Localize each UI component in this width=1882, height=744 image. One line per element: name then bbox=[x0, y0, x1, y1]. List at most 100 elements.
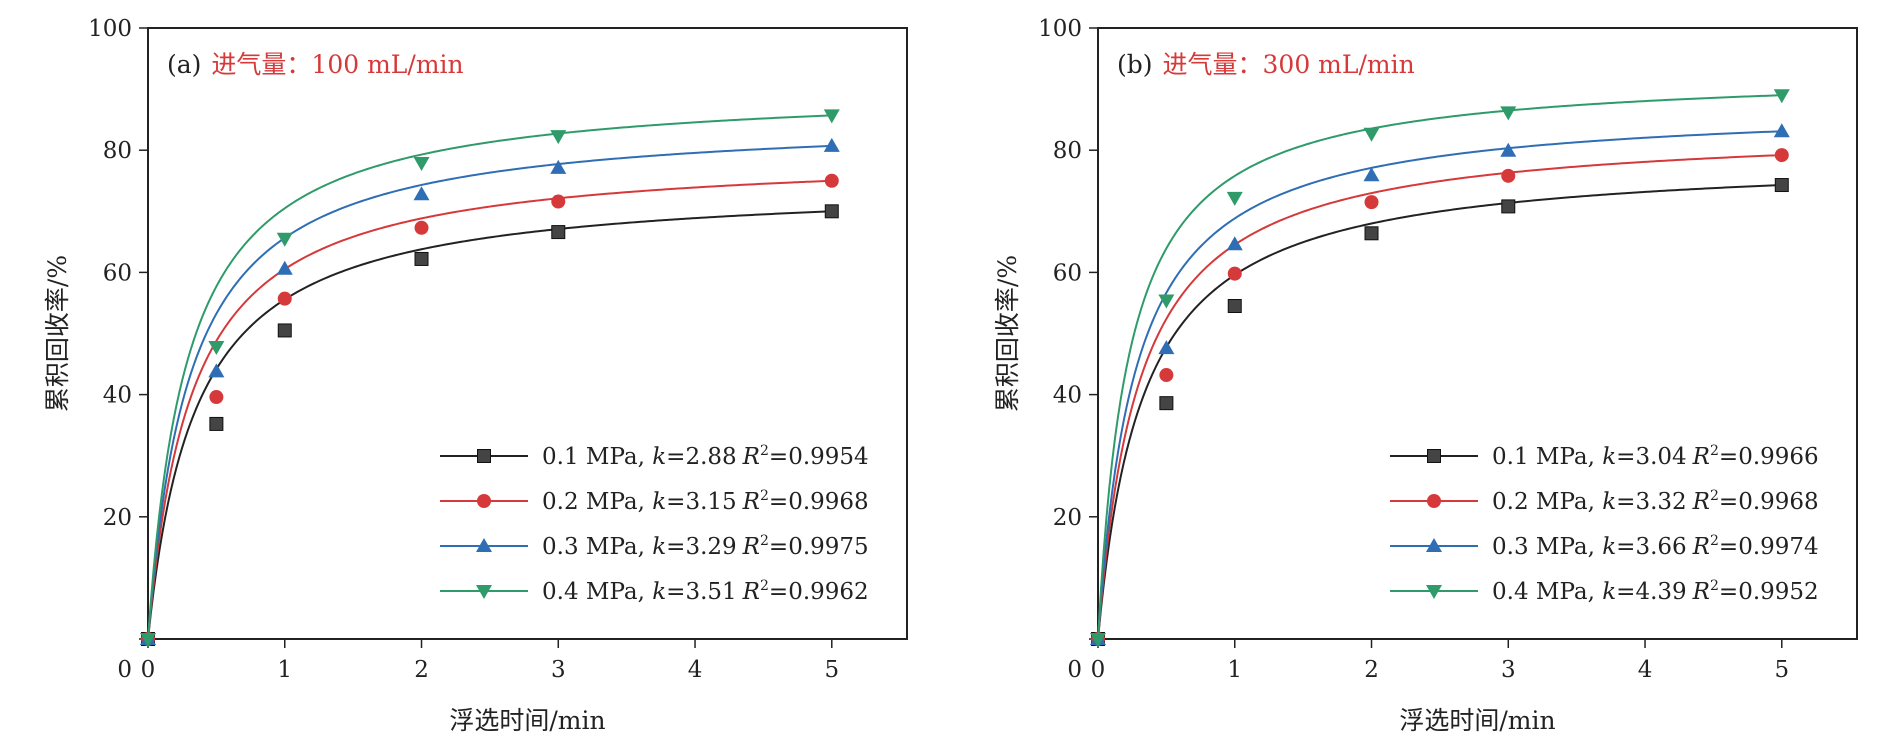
legend-r2-value: 0.9968 bbox=[1738, 489, 1818, 515]
legend-k-value: 3.32 bbox=[1635, 489, 1686, 515]
series-line bbox=[1097, 94, 1782, 640]
legend-r2-value: 0.9954 bbox=[788, 444, 868, 470]
legend-r2-value: 0.9952 bbox=[1738, 579, 1818, 605]
chart-panel-a: 0 1 2 3 4 5 0 20 40 60 80 100 浮选时间/min 累积回收率/% (a) 进气量：… bbox=[43, 16, 908, 735]
legend-marker bbox=[1426, 538, 1442, 552]
legend-k-value: 3.51 bbox=[685, 579, 736, 605]
series-line bbox=[1097, 184, 1782, 640]
data-point bbox=[1500, 106, 1517, 121]
legend-k-value: 4.39 bbox=[1635, 579, 1686, 605]
data-point bbox=[1500, 142, 1517, 157]
data-point bbox=[1158, 294, 1175, 309]
legend-entry: 0.4 MPa, k=3.51 R2=0.9962 bbox=[440, 578, 869, 605]
data-point bbox=[414, 251, 429, 266]
data-point bbox=[208, 340, 225, 355]
data-point bbox=[823, 137, 840, 152]
series-4 bbox=[140, 109, 840, 647]
data-point bbox=[276, 260, 293, 275]
legend-entry: 0.2 MPa, k=3.32 R2=0.9968 bbox=[1390, 488, 1819, 515]
legend-marker bbox=[477, 494, 491, 508]
data-point bbox=[1774, 148, 1789, 163]
data-point bbox=[1774, 178, 1789, 193]
legend-r2-value: 0.9975 bbox=[788, 534, 868, 560]
data-point bbox=[1158, 340, 1175, 355]
y-tick-label: 80 bbox=[1053, 138, 1082, 164]
legend-k-value: 3.04 bbox=[1635, 444, 1686, 470]
legend-k-value: 2.88 bbox=[685, 444, 736, 470]
data-point bbox=[1226, 236, 1243, 251]
legend-marker bbox=[1427, 494, 1441, 508]
data-point bbox=[1227, 266, 1242, 281]
data-point bbox=[209, 390, 224, 405]
legend-name: 0.4 MPa bbox=[1492, 579, 1588, 605]
legend-r2-value: 0.9968 bbox=[788, 489, 868, 515]
x-tick-label: 3 bbox=[1501, 657, 1516, 683]
y-tick-label: 0 bbox=[1067, 657, 1082, 683]
data-point bbox=[551, 194, 566, 209]
legend-label: 0.1 MPa, k=3.04 R2=0.9966 bbox=[1492, 443, 1819, 470]
data-point bbox=[413, 186, 430, 201]
y-tick-label: 20 bbox=[1053, 505, 1082, 531]
y-tick-label: 60 bbox=[1053, 260, 1082, 286]
data-point bbox=[1227, 299, 1242, 314]
x-tick-label: 1 bbox=[1227, 657, 1242, 683]
series-line bbox=[147, 114, 832, 640]
data-point bbox=[823, 109, 840, 124]
legend-entry: 0.3 MPa, k=3.66 R2=0.9974 bbox=[1390, 533, 1819, 560]
legend-label: 0.4 MPa, k=4.39 R2=0.9952 bbox=[1492, 578, 1819, 605]
data-point bbox=[1226, 191, 1243, 206]
x-tick-label: 0 bbox=[141, 657, 156, 683]
plot-frame bbox=[1097, 27, 1858, 640]
series-4 bbox=[1090, 89, 1790, 647]
legend-k-value: 3.15 bbox=[685, 489, 736, 515]
y-tick-label: 80 bbox=[103, 138, 132, 164]
y-axis-title: 累积回收率/% bbox=[993, 255, 1022, 412]
legend-label: 0.3 MPa, k=3.29 R2=0.9975 bbox=[542, 533, 869, 560]
legend-label: 0.1 MPa, k=2.88 R2=0.9954 bbox=[542, 443, 869, 470]
legend-entry: 0.2 MPa, k=3.15 R2=0.9968 bbox=[440, 488, 869, 515]
data-point bbox=[277, 291, 292, 306]
data-point bbox=[1364, 226, 1379, 241]
flow-rate-condition: 进气量：100 mL/min bbox=[211, 50, 463, 79]
legend-label: 0.2 MPa, k=3.32 R2=0.9968 bbox=[1492, 488, 1819, 515]
legend-name: 0.1 MPa bbox=[1492, 444, 1588, 470]
legend-name: 0.3 MPa bbox=[1492, 534, 1588, 560]
y-axis-title: 累积回收率/% bbox=[43, 255, 72, 412]
data-point bbox=[277, 323, 292, 338]
legend-name: 0.2 MPa bbox=[542, 489, 638, 515]
x-tick-label: 2 bbox=[414, 657, 429, 683]
legend-label: 0.4 MPa, k=3.51 R2=0.9962 bbox=[542, 578, 869, 605]
legend-label: 0.2 MPa, k=3.15 R2=0.9968 bbox=[542, 488, 869, 515]
x-tick-label: 0 bbox=[1091, 657, 1106, 683]
legend-name: 0.2 MPa bbox=[1492, 489, 1588, 515]
series-line bbox=[1097, 130, 1782, 640]
y-tick-label: 100 bbox=[88, 16, 132, 42]
legend-entry: 0.3 MPa, k=3.29 R2=0.9975 bbox=[440, 533, 869, 560]
legend-r2-value: 0.9966 bbox=[1738, 444, 1818, 470]
data-point bbox=[1363, 127, 1380, 142]
data-point bbox=[550, 159, 567, 174]
data-point bbox=[1773, 123, 1790, 138]
legend: 0.1 MPa, k=3.04 R2=0.9966 0.2 MPa, k=3.32 R… bbox=[1390, 443, 1819, 605]
data-point bbox=[1501, 199, 1516, 214]
data-point bbox=[414, 220, 429, 235]
series-1 bbox=[1091, 178, 1789, 646]
legend-name: 0.4 MPa bbox=[542, 579, 638, 605]
x-tick-label: 4 bbox=[1638, 657, 1653, 683]
data-point bbox=[1159, 368, 1174, 383]
legend-marker bbox=[476, 538, 492, 552]
legend-entry: 0.1 MPa, k=3.04 R2=0.9966 bbox=[1390, 443, 1819, 470]
legend-k-value: 3.29 bbox=[685, 534, 736, 560]
legend-r2-value: 0.9962 bbox=[788, 579, 868, 605]
chart-panel-b: 0 1 2 3 4 5 0 20 40 60 80 100 浮选时间/min 累积回收率/% (b) 进气量：… bbox=[993, 16, 1858, 735]
y-tick-label: 0 bbox=[117, 657, 132, 683]
data-point bbox=[1363, 167, 1380, 182]
x-tick-label: 2 bbox=[1364, 657, 1379, 683]
data-point bbox=[208, 363, 225, 378]
flow-rate-condition: 进气量：300 mL/min bbox=[1163, 50, 1415, 79]
series-line bbox=[1097, 154, 1782, 640]
x-tick-label: 4 bbox=[688, 657, 703, 683]
y-tick-label: 40 bbox=[1053, 383, 1082, 409]
panel-id: (a) bbox=[167, 50, 201, 79]
